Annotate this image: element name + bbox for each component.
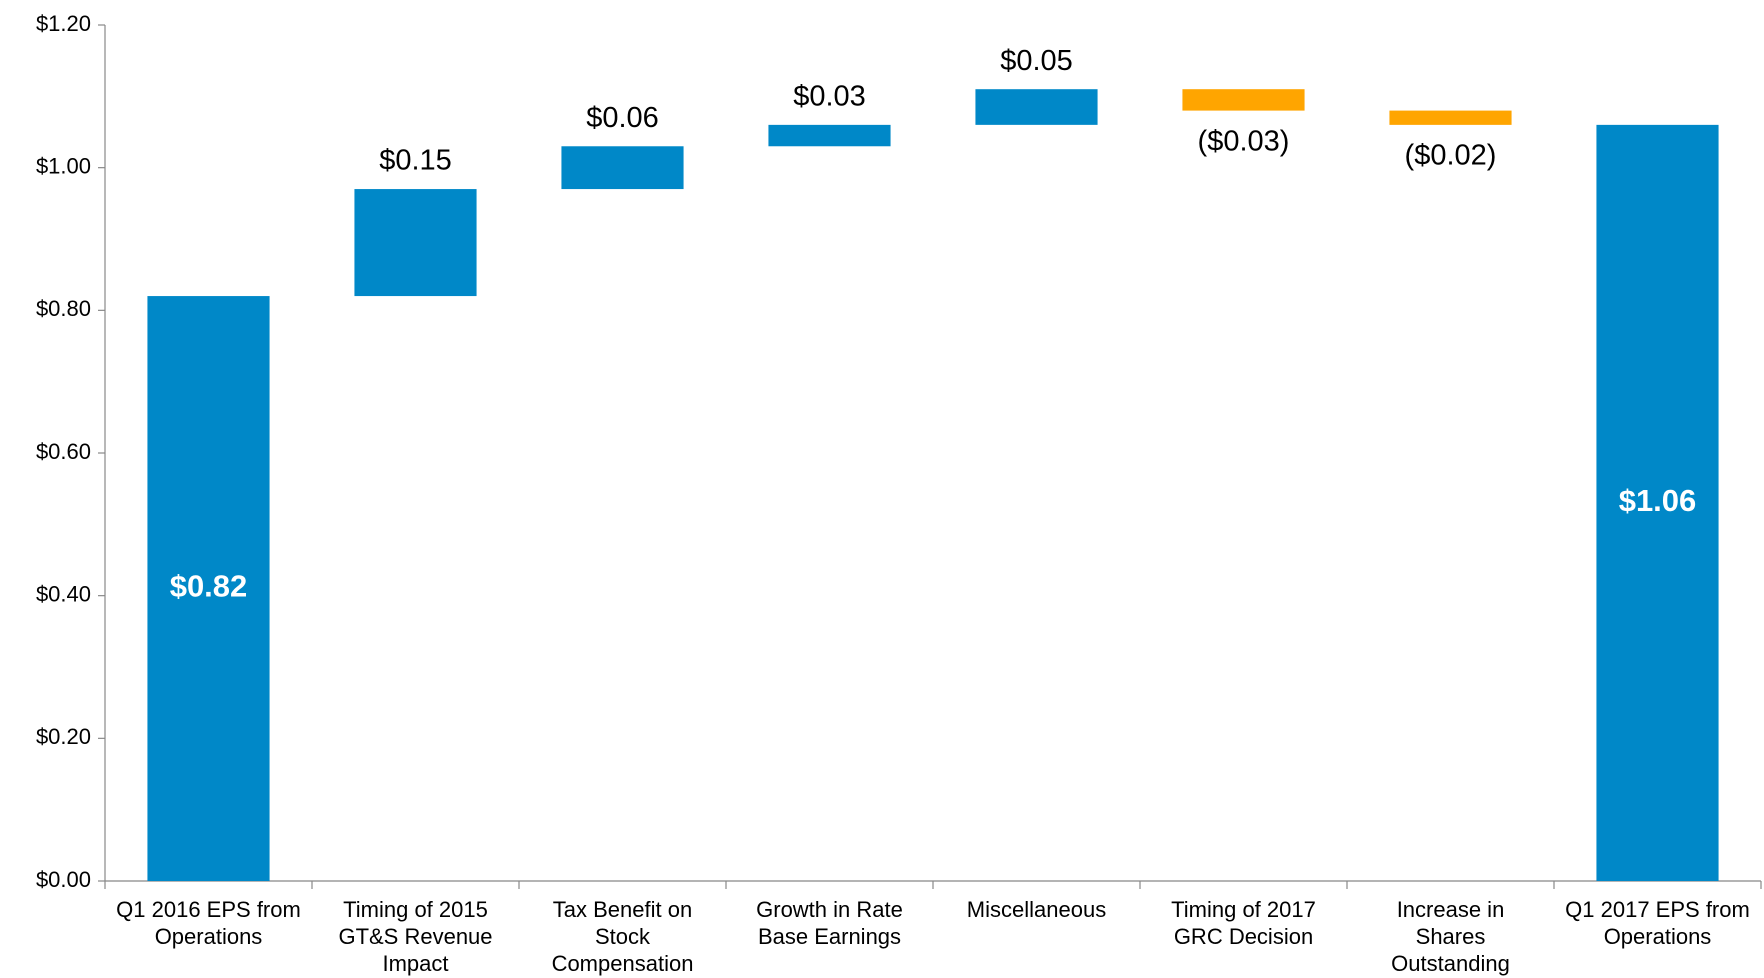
x-tick-label: Timing of 2017 GRC Decision — [1171, 897, 1316, 949]
bar — [1389, 110, 1512, 125]
bar — [768, 124, 891, 147]
bar — [1182, 89, 1305, 111]
x-tick-label: Miscellaneous — [967, 897, 1106, 922]
x-tick-label: Growth in Rate Base Earnings — [756, 897, 903, 949]
y-tick-label: $0.60 — [36, 439, 91, 464]
y-tick-label: $0.00 — [36, 867, 91, 892]
value-label: $0.82 — [170, 569, 248, 604]
y-tick-label: $1.20 — [36, 11, 91, 36]
bar — [561, 146, 684, 190]
y-tick-label: $0.20 — [36, 724, 91, 749]
bar — [147, 296, 270, 882]
y-tick-label: $1.00 — [36, 153, 91, 178]
value-label: $0.15 — [379, 145, 452, 177]
x-tick-label: Tax Benefit on Stock Compensation — [552, 897, 694, 976]
value-label: $0.05 — [1000, 45, 1073, 77]
x-tick-label: Q1 2017 EPS from Operations — [1565, 897, 1750, 949]
y-tick-label: $0.40 — [36, 581, 91, 606]
value-label: ($0.02) — [1405, 140, 1497, 172]
x-tick-label: Increase in Shares Outstanding — [1391, 897, 1510, 976]
x-tick-label: Timing of 2015 GT&S Revenue Impact — [338, 897, 492, 976]
x-tick-label: Q1 2016 EPS from Operations — [116, 897, 301, 949]
bar — [354, 189, 477, 297]
value-label: $0.03 — [793, 81, 866, 113]
y-tick-label: $0.80 — [36, 296, 91, 321]
bar — [1596, 124, 1719, 881]
bar — [975, 89, 1098, 125]
value-label: $1.06 — [1619, 483, 1697, 518]
value-label: ($0.03) — [1198, 125, 1290, 157]
value-label: $0.06 — [586, 102, 659, 134]
